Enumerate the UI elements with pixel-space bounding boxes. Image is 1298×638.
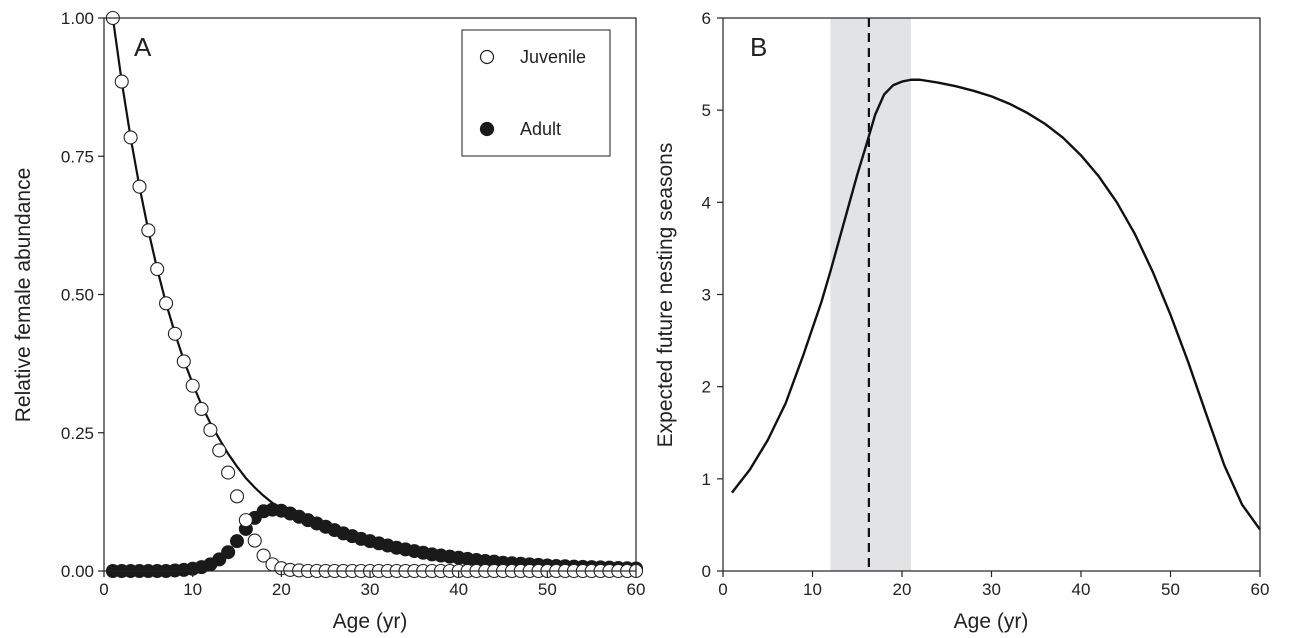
panel-b-marks <box>731 18 1261 571</box>
panel-b-xtick-label: 20 <box>893 580 912 599</box>
legend-adult-marker <box>479 121 495 137</box>
panel-b-ytick-label: 3 <box>702 286 711 305</box>
juvenile-point <box>114 74 129 89</box>
panel-b-ytick-label: 2 <box>702 378 711 397</box>
panel-b-xtick-label: 10 <box>803 580 822 599</box>
panel-a-xtick-label: 50 <box>538 580 557 599</box>
panel-b-ytick-label: 5 <box>702 101 711 120</box>
panel-b-xtick-label: 30 <box>982 580 1001 599</box>
juvenile-point <box>123 130 138 145</box>
panel-b-xtick-label: 50 <box>1161 580 1180 599</box>
panel-a-letter: A <box>134 32 152 62</box>
juvenile-point <box>221 465 236 480</box>
panel-a-xtick-label: 10 <box>183 580 202 599</box>
juvenile-point <box>141 223 156 238</box>
nesting-seasons-curve <box>731 78 1261 531</box>
panel-b-ylabel: Expected future nesting seasons <box>654 143 677 448</box>
panel-b-xlabel: Age (yr) <box>954 610 1029 633</box>
juvenile-point <box>167 326 182 341</box>
panel-a-xtick-label: 0 <box>99 580 108 599</box>
juvenile-point <box>176 354 191 369</box>
juvenile-point <box>132 179 147 194</box>
panel-b-ytick-label: 6 <box>702 9 711 28</box>
juvenile-point <box>229 489 245 504</box>
shaded-age-band <box>830 18 911 571</box>
juvenile-point <box>159 296 174 311</box>
panel-a-ylabel: Relative female abundance <box>12 168 35 423</box>
legend-juvenile-marker <box>479 49 495 65</box>
panel-a-ytick-label: 0.00 <box>61 562 94 581</box>
juvenile-point <box>203 422 218 438</box>
juvenile-point <box>256 548 271 563</box>
juvenile-point <box>247 533 262 548</box>
legend-juvenile-label: Juvenile <box>520 47 586 67</box>
panel-b-ytick-label: 1 <box>702 470 711 489</box>
panel-b-xtick-label: 40 <box>1072 580 1091 599</box>
panel-a-axes: 0 10 20 30 40 50 60 0.00 0.25 0.50 0.75 1.00 <box>61 9 646 599</box>
panel-a-xtick-label: 40 <box>449 580 468 599</box>
panel-a-xtick-label: 20 <box>272 580 291 599</box>
panel-b-frame <box>722 17 1261 572</box>
legend-adult-label: Adult <box>520 119 561 139</box>
panel-b-xtick-label: 60 <box>1251 580 1270 599</box>
panel-a-xtick-label: 30 <box>361 580 380 599</box>
panel-b-axes: 0 10 20 30 40 50 60 0 1 2 3 4 5 6 <box>702 9 1270 599</box>
panel-b: 0 10 20 30 40 50 60 0 1 2 3 4 5 6 B Age (yr) Expected… <box>654 9 1269 633</box>
panel-b-ytick-label: 4 <box>702 193 711 212</box>
panel-a-xtick-label: 60 <box>627 580 646 599</box>
panel-a-ytick-label: 0.25 <box>61 424 94 443</box>
panel-a-ytick-label: 0.75 <box>61 147 94 166</box>
juvenile-point <box>212 443 227 458</box>
panel-a-ytick-label: 0.50 <box>61 286 94 305</box>
juvenile-point <box>238 513 253 528</box>
panel-b-xtick-label: 0 <box>718 580 727 599</box>
panel-a-ytick-label: 1.00 <box>61 9 94 28</box>
legend: Juvenile Adult <box>461 29 611 157</box>
adult-point <box>230 534 244 549</box>
juvenile-point <box>194 401 209 417</box>
juvenile-point <box>150 262 165 277</box>
panel-a-xlabel: Age (yr) <box>333 610 408 633</box>
panel-a: 0 10 20 30 40 50 60 0.00 0.25 0.50 0.75 1.00 A Age … <box>12 9 645 633</box>
panel-b-letter: B <box>750 32 767 62</box>
adult-point <box>221 545 236 560</box>
panel-b-ytick-label: 0 <box>702 562 711 581</box>
juvenile-point <box>185 378 200 393</box>
